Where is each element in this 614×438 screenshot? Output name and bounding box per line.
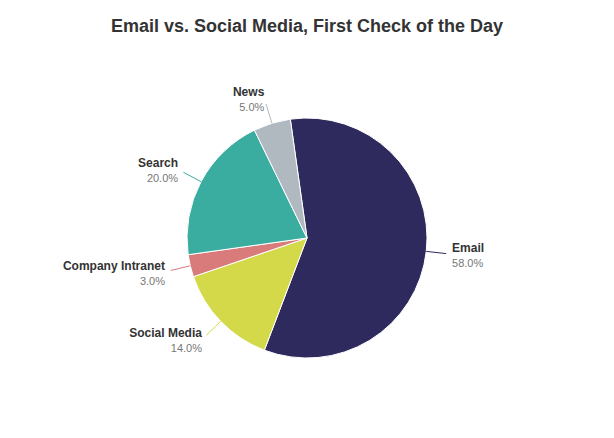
- html-text:Email vs. Social Media, First: Email vs. Social Media, First Check of t…: [110, 16, 504, 36]
- svg-text:14.0%: 14.0%: [171, 342, 202, 354]
- svg-text:3.0%: 3.0%: [140, 275, 165, 287]
- svg-text:News: News: [233, 85, 265, 99]
- svg-text:Company Intranet: Company Intranet: [63, 259, 165, 273]
- svg-text:Email: Email: [452, 241, 484, 255]
- svg-text:58.0%: 58.0%: [452, 257, 483, 269]
- svg-text:20.0%: 20.0%: [147, 172, 178, 184]
- svg-text:5.0%: 5.0%: [239, 101, 264, 113]
- svg-text:Search: Search: [138, 156, 178, 170]
- svg-text:Social Media: Social Media: [129, 326, 202, 340]
